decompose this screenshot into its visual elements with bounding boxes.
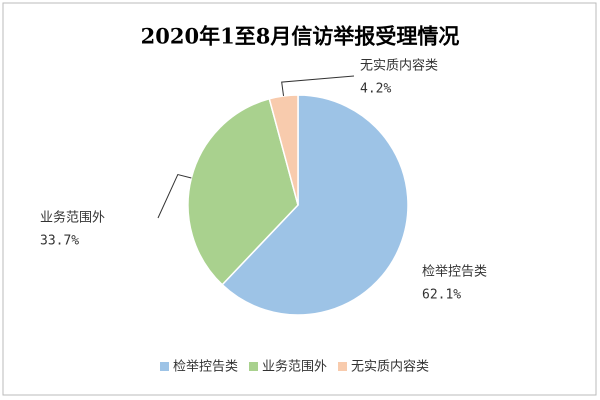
legend-label: 业务范围外	[262, 359, 327, 375]
data-label-category: 业务范围外	[40, 210, 105, 226]
legend-label: 检举控告类	[173, 360, 238, 375]
legend-swatch	[249, 362, 258, 371]
leader-line	[157, 173, 192, 219]
data-label-value: 33.7%	[40, 234, 79, 249]
leader-line	[281, 75, 355, 97]
pie-slice	[221, 94, 409, 316]
data-label-value: 62.1%	[422, 288, 461, 303]
pie-slice	[187, 97, 299, 286]
legend-label: 无实质内容类	[351, 359, 429, 375]
chart-title: 2020年1至8月信访举报受理情况	[141, 24, 460, 49]
data-label-category: 无实质内容类	[360, 58, 438, 74]
legend-swatch	[160, 362, 169, 371]
data-label-category: 检举控告类	[422, 265, 487, 280]
data-label-value: 4.2%	[360, 82, 391, 97]
legend-swatch	[338, 362, 347, 371]
